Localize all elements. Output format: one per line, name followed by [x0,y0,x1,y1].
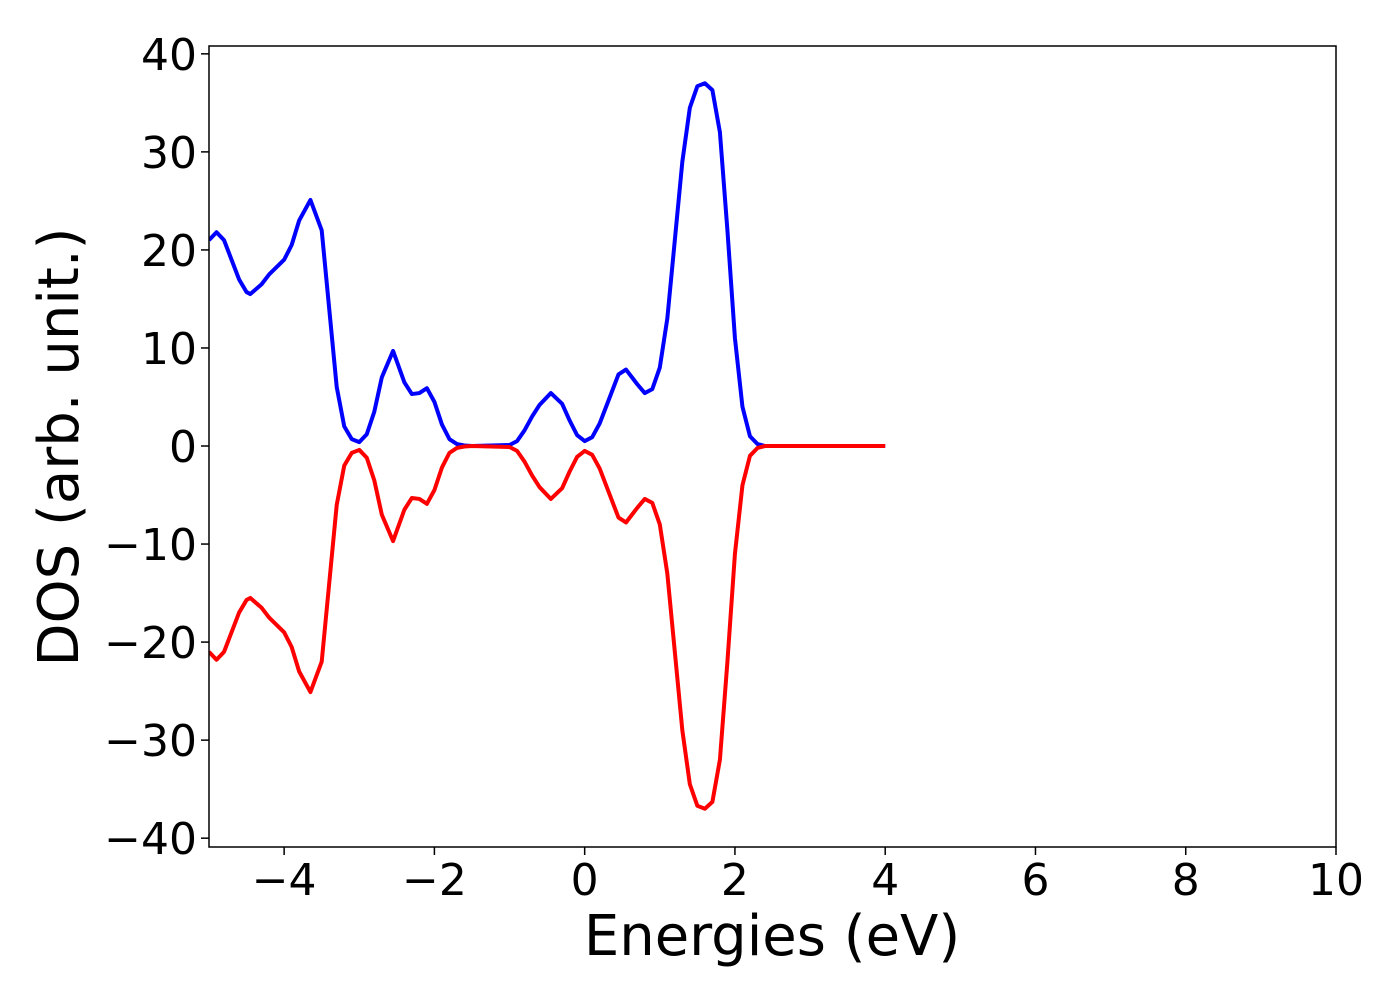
x-tick-label: 2 [721,855,749,906]
x-tick-label: −2 [402,855,467,906]
x-tick-label: −4 [252,855,317,906]
x-tick-label: 4 [871,855,899,906]
y-tick-label: 10 [141,324,197,375]
x-tick-label: 8 [1172,855,1200,906]
y-tick-label: −20 [104,618,197,669]
y-tick-label: −40 [104,814,197,865]
y-tick-label: 30 [141,128,197,179]
y-tick-label: −30 [104,716,197,767]
y-axis-label: DOS (arb. unit.) [27,227,92,666]
y-tick-label: 20 [141,226,197,277]
x-tick-label: 10 [1308,855,1364,906]
x-tick-label: 0 [571,855,599,906]
x-axis-label: Energies (eV) [584,904,960,969]
y-tick-label: −10 [104,520,197,571]
x-tick-label: 6 [1021,855,1049,906]
y-tick-label: 0 [169,422,197,473]
data-line [209,444,886,811]
y-tick-label: 40 [141,30,197,81]
